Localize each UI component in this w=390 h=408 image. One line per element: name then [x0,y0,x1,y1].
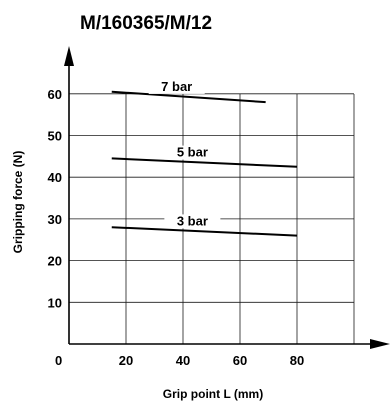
series-label-3: 3 bar [177,213,208,228]
series-label-1: 7 bar [161,79,192,94]
x-tick-label-40: 40 [176,353,190,368]
series-label-2: 5 bar [177,145,208,160]
x-axis-arrowhead [370,339,390,349]
series-line-2 [111,157,298,168]
series-lines [111,90,298,237]
y-axis-arrowhead [64,46,74,66]
axes [64,46,390,349]
y-tick-label-40: 40 [48,170,62,185]
y-tick-label-60: 60 [48,87,62,102]
y-tick-label-10: 10 [48,295,62,310]
origin-label: 0 [55,353,62,368]
y-axis-title: Gripping force (N) [11,151,25,254]
y-tick-label-30: 30 [48,212,62,227]
series-label-bg-2 [164,145,221,160]
chart-title: M/160365/M/12 [80,13,212,34]
series-line-3 [111,226,298,237]
series-label-bg-1 [148,79,205,94]
tick-labels: 10 20 30 40 50 60 20 40 60 80 [48,87,305,368]
series-line-1 [111,90,266,104]
y-tick-label-20: 20 [48,254,62,269]
x-tick-label-20: 20 [119,353,133,368]
series-labels: 7 bar 5 bar 3 bar [148,79,221,229]
grid [69,93,355,344]
x-tick-label-60: 60 [233,353,247,368]
y-tick-label-50: 50 [48,129,62,144]
x-axis-title: Grip point L (mm) [163,387,263,401]
x-tick-label-80: 80 [290,353,304,368]
series-label-bg-3 [164,214,221,229]
